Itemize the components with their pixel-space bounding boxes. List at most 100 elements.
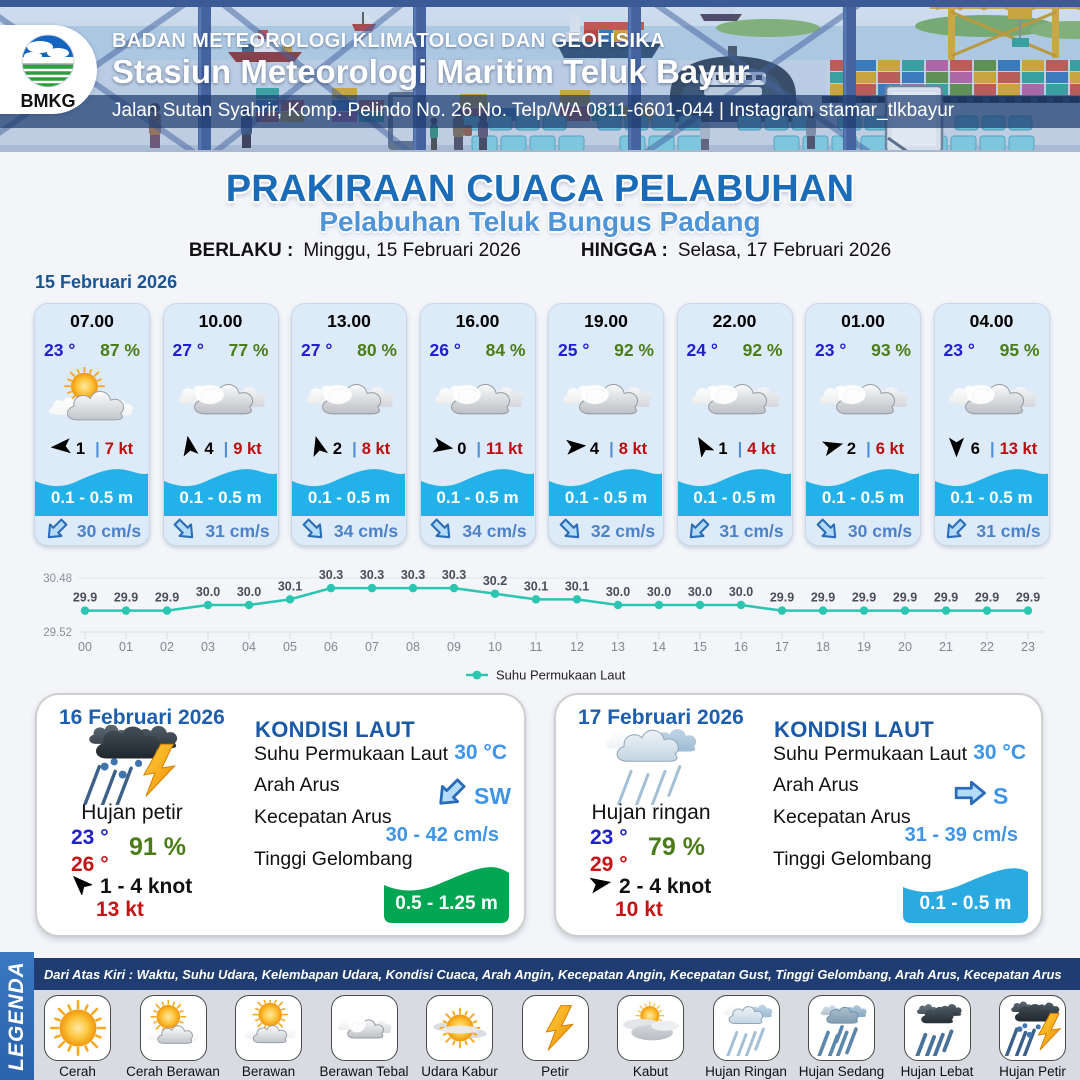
current-speed-value: 31 - 39 cm/s: [904, 824, 1018, 846]
svg-text:19: 19: [857, 640, 871, 654]
wave-height-value: 0.1 - 0.5 m: [919, 893, 1012, 914]
legend-item-cerah-berawan: Cerah Berawan: [125, 995, 221, 1079]
daily-gust: 10 kt: [615, 898, 663, 921]
current-speed: 30 cm/s: [847, 521, 913, 541]
svg-text:15: 15: [693, 640, 707, 654]
wave-band: 0.1 - 0.5 m: [292, 464, 406, 516]
wind-direction-icon: [946, 436, 967, 462]
current-direction-value: SW: [474, 782, 512, 809]
svg-text:30.1: 30.1: [278, 579, 302, 593]
wind-direction-icon: [179, 435, 200, 462]
legend-vertical-bar: LEGENDA: [0, 952, 34, 1080]
hourly-card-13.00: 13.00 27 ° 80 % 2 | 8 kt 0.1 - 0.5 m 34 …: [291, 303, 407, 546]
current-direction-icon: [171, 516, 198, 546]
hourly-card-01.00: 01.00 23 ° 93 % 2 | 6 kt 0.1 - 0.5 m 30 …: [805, 303, 921, 546]
current-speed: 31 cm/s: [976, 521, 1041, 541]
wave-height: 0.1 - 0.5 m: [564, 488, 648, 507]
gust-speed: 6 kt: [875, 439, 905, 458]
separator: |: [476, 439, 482, 458]
legend-items: Cerah Cerah Berawan Berawan Berawan Teba…: [34, 990, 1080, 1080]
legend-info-bar: Dari Atas Kiri : Waktu, Suhu Udara, Kele…: [34, 958, 1080, 990]
svg-text:29.9: 29.9: [73, 591, 97, 605]
weather-icon-cerah-berawan: [45, 365, 139, 436]
legend-item-label: Hujan Ringan: [705, 1064, 787, 1079]
hourly-temp: 27 °: [172, 340, 204, 360]
legend-item-cerah: Cerah: [30, 995, 126, 1079]
svg-text:10: 10: [488, 640, 502, 654]
wave-height: 0.1 - 0.5 m: [50, 488, 134, 507]
svg-text:29.9: 29.9: [934, 591, 958, 605]
svg-text:03: 03: [201, 640, 215, 654]
wind-speed: 0: [457, 439, 467, 458]
current-speed: 34 cm/s: [333, 521, 399, 541]
hourly-humidity: 92 %: [742, 340, 783, 360]
legend-icon-hujan-sedang: [808, 995, 875, 1061]
current-speed-value: 30 - 42 cm/s: [385, 824, 499, 846]
hourly-time: 10.00: [198, 311, 243, 331]
wave-height-value: 0.5 - 1.25 m: [395, 893, 498, 914]
current-direction-label: Arah Arus: [254, 774, 340, 796]
current-speed-label: Kecepatan Arus: [773, 806, 911, 828]
svg-text:29.9: 29.9: [975, 591, 999, 605]
hourly-temp: 23 °: [44, 340, 76, 360]
wind-direction-icon: [565, 436, 587, 462]
svg-text:29.9: 29.9: [811, 591, 835, 605]
svg-text:05: 05: [283, 640, 297, 654]
legend-icon-berawan: [235, 995, 302, 1061]
svg-text:06: 06: [324, 640, 338, 654]
hourly-humidity: 87 %: [100, 340, 140, 360]
wave-height: 0.1 - 0.5 m: [436, 488, 519, 507]
wind-speed: 4: [204, 439, 214, 458]
svg-text:20: 20: [898, 640, 912, 654]
current-direction-value: S: [993, 782, 1009, 809]
svg-text:29.52: 29.52: [43, 627, 72, 639]
wind-direction-icon: [589, 873, 612, 901]
svg-text:30.3: 30.3: [319, 568, 343, 582]
legend-item-label: Hujan Sedang: [798, 1064, 885, 1079]
daily-wind-range: 2 - 4 knot: [619, 875, 712, 898]
gust-speed: 8 kt: [618, 439, 648, 458]
bmkg-logo-text: BMKG: [21, 91, 76, 111]
wave-band: 0.1 - 0.5 m: [806, 464, 920, 516]
wave-height-label: Tinggi Gelombang: [254, 848, 413, 870]
hourly-humidity: 80 %: [357, 340, 397, 360]
current-speed: 31 cm/s: [205, 521, 270, 541]
weather-icon-berawan-tebal: [174, 367, 268, 436]
svg-text:29.9: 29.9: [893, 591, 917, 605]
current-speed: 34 cm/s: [462, 521, 527, 541]
hourly-time: 16.00: [455, 311, 500, 331]
hourly-card-04.00: 04.00 23 ° 95 % 6 | 13 kt 0.1 - 0.5 m 31…: [933, 303, 1050, 546]
legend-item-udara-kabur: Udara Kabur: [412, 995, 508, 1079]
legend-icon-berawan-tebal: [330, 995, 398, 1061]
current-direction-icon: [300, 516, 327, 546]
hourly-temp: 23 °: [815, 340, 847, 360]
legend-icon-hujan-petir: [999, 995, 1066, 1061]
hourly-time: 07.00: [70, 311, 114, 331]
hourly-humidity: 77 %: [228, 340, 269, 360]
daily-date: 16 Februari 2026: [59, 706, 225, 729]
station-address: Jalan Sutan Syahrir, Komp. Pelindo No. 2…: [112, 100, 955, 121]
weather-icon-berawan-tebal: [559, 367, 653, 436]
svg-text:30.0: 30.0: [729, 585, 753, 599]
weather-icon-berawan-tebal: [816, 367, 910, 436]
svg-text:30.2: 30.2: [483, 574, 507, 588]
hourly-card-19.00: 19.00 25 ° 92 % 4 | 8 kt 0.1 - 0.5 m 32 …: [548, 303, 664, 546]
current-direction-icon: [433, 775, 469, 817]
separator: |: [352, 439, 357, 458]
valid-to-label: HINGGA :: [580, 240, 668, 261]
wave-height-label: Tinggi Gelombang: [773, 848, 932, 870]
wave-height: 0.1 - 0.5 m: [307, 488, 391, 507]
header-banner: BADAN METEOROLOGI KLIMATOLOGI DAN GEOFIS…: [0, 0, 1080, 152]
weather-icon-berawan-tebal: [302, 367, 396, 436]
wave-height: 0.1 - 0.5 m: [821, 488, 905, 507]
svg-text:13: 13: [611, 640, 625, 654]
current-direction-icon: [942, 516, 969, 546]
wind-speed: 1: [718, 439, 728, 458]
hourly-time: 22.00: [712, 311, 757, 331]
current-direction-label: Arah Arus: [773, 774, 859, 796]
hourly-temp: 24 °: [686, 340, 718, 360]
wave-band: 0.1 - 0.5 m: [163, 464, 278, 516]
separator: |: [989, 439, 995, 458]
sst-chart: 30.48 29.52 29.9 00 29.9 01 29.9 02 30.0 03 30.0 04…: [0, 556, 1080, 692]
legend-icon-hujan-ringan: [712, 995, 780, 1061]
